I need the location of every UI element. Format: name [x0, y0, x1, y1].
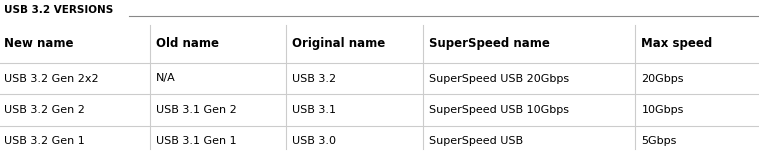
- Text: Old name: Old name: [156, 38, 219, 50]
- Text: USB 3.1: USB 3.1: [292, 105, 336, 115]
- Text: USB 3.2 Gen 2: USB 3.2 Gen 2: [4, 105, 85, 115]
- Text: SuperSpeed USB: SuperSpeed USB: [429, 136, 523, 146]
- Text: USB 3.2: USB 3.2: [292, 73, 336, 84]
- Text: USB 3.1 Gen 2: USB 3.1 Gen 2: [156, 105, 236, 115]
- Text: 10Gbps: 10Gbps: [641, 105, 684, 115]
- Text: Original name: Original name: [292, 38, 386, 50]
- Text: SuperSpeed USB 10Gbps: SuperSpeed USB 10Gbps: [429, 105, 568, 115]
- Text: N/A: N/A: [156, 73, 175, 84]
- Text: SuperSpeed USB 20Gbps: SuperSpeed USB 20Gbps: [429, 73, 569, 84]
- Text: New name: New name: [4, 38, 74, 50]
- Text: USB 3.2 Gen 2x2: USB 3.2 Gen 2x2: [4, 73, 99, 84]
- Text: 20Gbps: 20Gbps: [641, 73, 684, 84]
- Text: USB 3.1 Gen 1: USB 3.1 Gen 1: [156, 136, 236, 146]
- Text: Max speed: Max speed: [641, 38, 713, 50]
- Text: SuperSpeed name: SuperSpeed name: [429, 38, 550, 50]
- Text: USB 3.2 Gen 1: USB 3.2 Gen 1: [4, 136, 84, 146]
- Text: 5Gbps: 5Gbps: [641, 136, 677, 146]
- Text: USB 3.2 VERSIONS: USB 3.2 VERSIONS: [4, 5, 113, 15]
- Text: USB 3.0: USB 3.0: [292, 136, 336, 146]
